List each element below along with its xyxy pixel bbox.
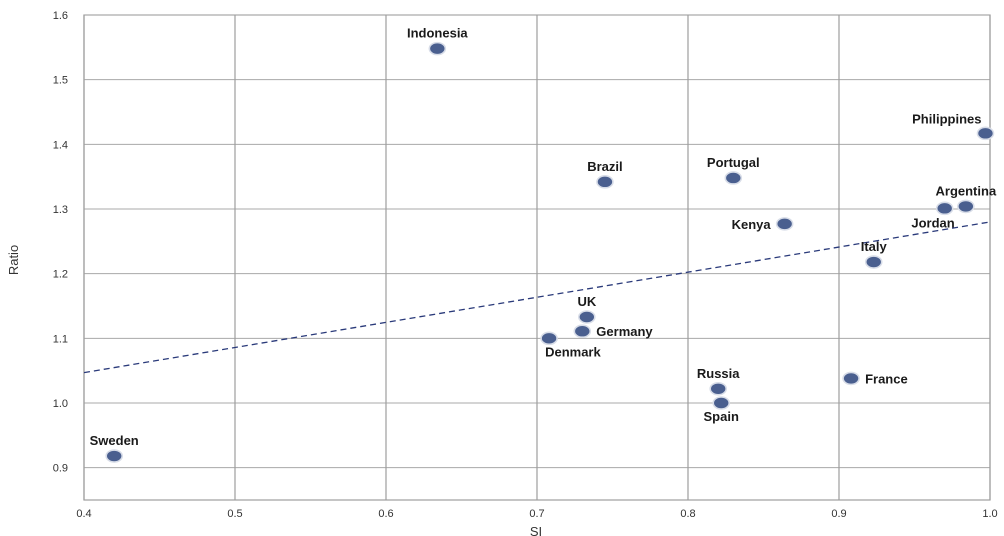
data-point: [578, 310, 596, 324]
point-label: Sweden: [90, 433, 139, 448]
y-tick-label: 1.1: [53, 333, 68, 345]
data-point: [935, 201, 954, 216]
point-label: Denmark: [545, 344, 601, 359]
x-tick-label: 0.5: [227, 508, 242, 520]
y-axis-title: Ratio: [6, 245, 21, 275]
point-label: Philippines: [912, 111, 981, 126]
data-point: [842, 371, 860, 386]
x-tick-label: 0.9: [831, 508, 846, 520]
data-point: [540, 331, 558, 346]
data-point: [573, 324, 592, 339]
data-point: [724, 171, 743, 185]
point-label: Italy: [861, 239, 888, 254]
y-tick-label: 1.0: [53, 398, 68, 410]
point-label: Argentina: [936, 183, 997, 198]
data-point: [976, 126, 995, 141]
point-label: Russia: [697, 366, 740, 381]
y-tick-label: 1.5: [53, 75, 68, 87]
x-tick-label: 1.0: [982, 508, 997, 520]
trendline: [83, 221, 991, 374]
point-label: Brazil: [587, 159, 622, 174]
data-point: [428, 41, 447, 56]
x-tick-label: 0.4: [76, 508, 91, 520]
data-point: [709, 381, 728, 396]
x-tick-label: 0.7: [529, 508, 544, 520]
data-point: [957, 199, 975, 214]
data-point: [864, 255, 883, 269]
point-label: Indonesia: [407, 26, 468, 41]
data-point: [775, 217, 794, 231]
point-label: Portugal: [707, 155, 760, 170]
y-tick-label: 1.6: [53, 10, 68, 22]
y-tick-label: 0.9: [53, 463, 68, 475]
data-points: Indonesia Philippines Brazil Portugal Argent…: [90, 26, 997, 463]
point-label: Germany: [596, 324, 653, 339]
point-label: Kenya: [732, 217, 772, 232]
data-point: [105, 449, 123, 463]
data-point: [596, 175, 614, 189]
point-label: UK: [577, 294, 596, 309]
data-point: [712, 396, 731, 410]
point-label: Jordan: [911, 215, 954, 230]
point-label: Spain: [704, 409, 739, 424]
y-tick-label: 1.2: [53, 269, 68, 281]
point-label: France: [865, 371, 908, 386]
y-tick-label: 1.4: [53, 139, 68, 151]
trendline-group: [83, 221, 991, 374]
x-tick-label: 0.8: [680, 508, 695, 520]
y-tick-label: 1.3: [53, 204, 68, 216]
x-axis-title: SI: [530, 524, 542, 536]
x-tick-label: 0.6: [378, 508, 393, 520]
grid: [83, 14, 991, 501]
tick-labels: 0.4 0.5 0.6 0.7 0.8 0.9 1.0 0.9 1.0 1.1 1.2 1.3 1.4 1…: [53, 10, 998, 520]
